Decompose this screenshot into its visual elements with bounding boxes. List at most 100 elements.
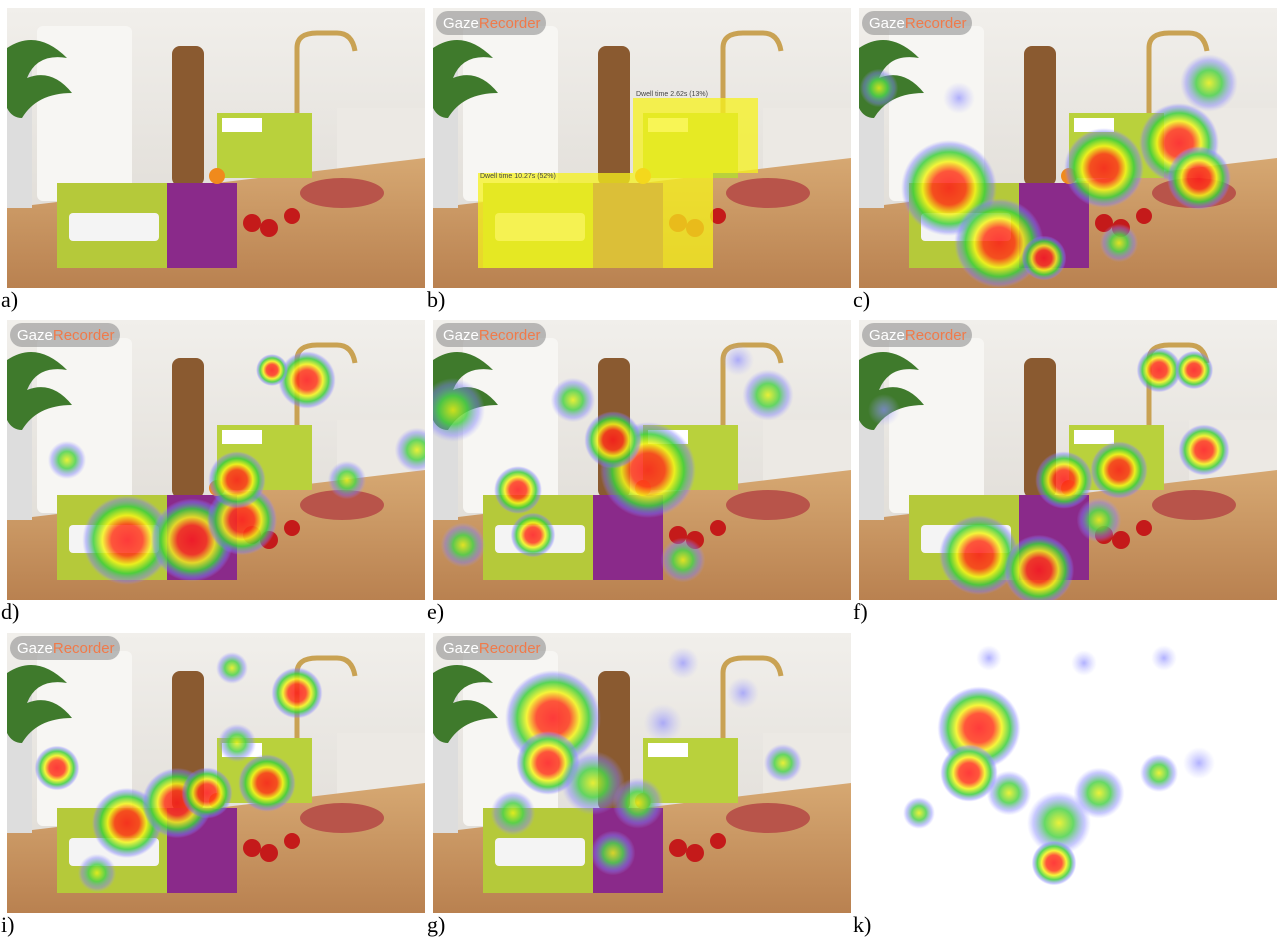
heat-spot [1027, 791, 1091, 855]
heat-spot [238, 754, 296, 812]
heat-spot [1174, 350, 1214, 390]
panel-image: GazeRecorder [433, 320, 851, 600]
watermark: GazeRecorder [443, 15, 541, 32]
watermark-gaze: Gaze [17, 327, 53, 344]
watermark-badge [862, 11, 972, 35]
kitchen-scene [7, 8, 425, 288]
heat-spot [903, 797, 935, 829]
heat-spot [660, 537, 706, 583]
watermark-gaze: Gaze [17, 640, 53, 657]
heat-spot [943, 82, 975, 114]
watermark-badge [10, 636, 120, 660]
heat-spot [940, 744, 998, 802]
heat-spot [763, 743, 803, 783]
heat-spot [1180, 54, 1238, 112]
heat-spot [859, 68, 899, 108]
panel-label: d) [1, 599, 19, 624]
watermark-recorder: Recorder [53, 640, 115, 657]
heatmap [859, 54, 1238, 288]
heat-spot [1099, 223, 1139, 263]
heat-spot [394, 427, 425, 473]
heat-spot [939, 515, 1019, 595]
panel-image [859, 633, 1277, 913]
watermark-gaze: Gaze [443, 327, 479, 344]
aoi-box [478, 173, 713, 268]
panel: GazeRecorder g) [427, 633, 851, 937]
panel-label: a) [1, 287, 18, 312]
panel: GazeRecorder f) [853, 320, 1277, 624]
heat-spot [208, 451, 266, 509]
panel: GazeRecorder d) [1, 320, 425, 624]
watermark-recorder: Recorder [905, 327, 967, 344]
panel-image: Dwell time 2.62s (13%) Dwell time 10.27s … [433, 8, 851, 288]
watermark-badge [10, 323, 120, 347]
panel: a) [1, 8, 425, 312]
heat-spot [271, 667, 323, 719]
heat-spot [1031, 840, 1077, 886]
heat-spot [490, 790, 536, 836]
heat-spot [1167, 146, 1231, 210]
watermark-gaze: Gaze [869, 15, 905, 32]
heat-spot [643, 703, 683, 743]
heat-spot [510, 512, 556, 558]
panel-label: c) [853, 287, 870, 312]
heat-spot [494, 466, 542, 514]
watermark-gaze: Gaze [869, 327, 905, 344]
panel: Dwell time 2.62s (13%) Dwell time 10.27s … [427, 8, 851, 312]
heat-spot [1183, 747, 1215, 779]
heat-spot [667, 647, 699, 679]
heat-spot [1178, 424, 1230, 476]
aoi-label: Dwell time 10.27s (52%) [480, 173, 556, 180]
watermark-recorder: Recorder [479, 327, 541, 344]
watermark-recorder: Recorder [905, 15, 967, 32]
watermark-recorder: Recorder [479, 15, 541, 32]
panel-image: GazeRecorder [7, 320, 425, 600]
heatmap [47, 351, 425, 585]
heat-spot [954, 198, 1044, 288]
panel-label: g) [427, 912, 445, 937]
panel-label: k) [853, 912, 871, 937]
heat-spot [433, 378, 485, 442]
panel: GazeRecorder i) [1, 633, 425, 937]
watermark: GazeRecorder [869, 327, 967, 344]
heat-spot [584, 411, 642, 469]
panel-image [7, 8, 425, 288]
heatmap [433, 344, 794, 583]
watermark-badge [436, 323, 546, 347]
heatmap [868, 347, 1230, 600]
panel-image: GazeRecorder [859, 320, 1277, 600]
heat-spot [868, 394, 900, 426]
heat-spot [1073, 767, 1125, 819]
panel-label: e) [427, 599, 444, 624]
watermark-recorder: Recorder [53, 327, 115, 344]
heat-spot [217, 723, 257, 763]
aoi-label: Dwell time 2.62s (13%) [636, 91, 708, 98]
heat-spot [181, 767, 233, 819]
heat-spot [327, 460, 367, 500]
heat-spot [278, 351, 336, 409]
heat-spot [1021, 235, 1067, 281]
heat-spot [742, 369, 794, 421]
panel: GazeRecorder e) [427, 320, 851, 624]
heat-spot [1139, 753, 1179, 793]
panel: GazeRecorder c) [853, 8, 1277, 312]
watermark-badge [862, 323, 972, 347]
heat-spot [1035, 451, 1093, 509]
heat-spot [590, 830, 636, 876]
heat-spot [986, 770, 1032, 816]
heat-spot [1071, 650, 1097, 676]
heat-spot [216, 652, 248, 684]
panel: k) [853, 633, 1277, 937]
heat-spot [612, 777, 664, 829]
heat-spot [82, 495, 172, 585]
watermark-gaze: Gaze [443, 640, 479, 657]
panel-label: b) [427, 287, 445, 312]
watermark: GazeRecorder [17, 327, 115, 344]
watermark-gaze: Gaze [443, 15, 479, 32]
heat-spot [440, 522, 486, 568]
heatmap [903, 645, 1215, 886]
watermark: GazeRecorder [443, 640, 541, 657]
panel-image: GazeRecorder [859, 8, 1277, 288]
heat-spot [77, 853, 117, 893]
